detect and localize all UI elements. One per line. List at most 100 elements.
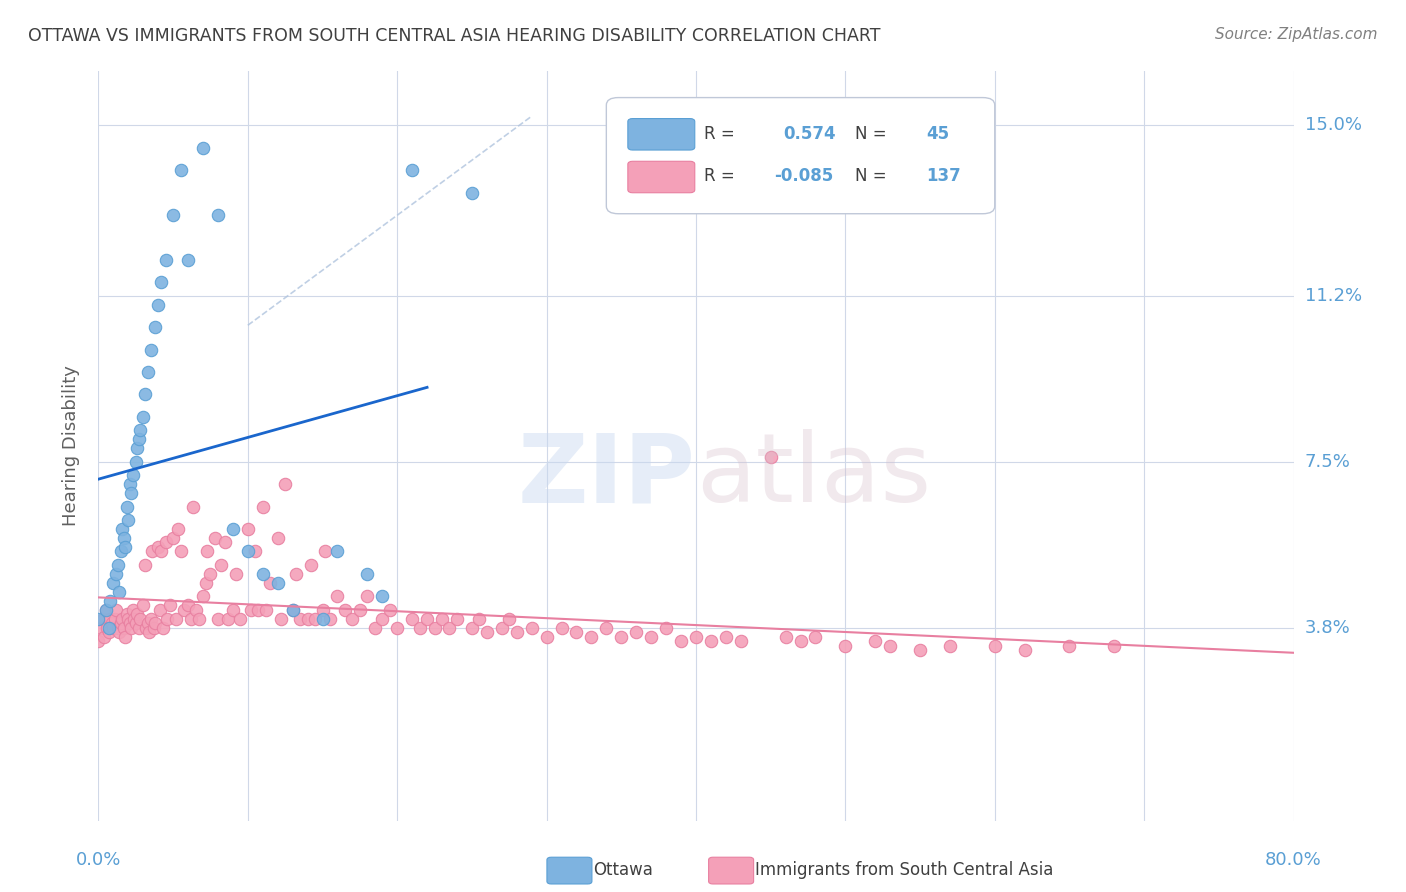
- Point: [288, 612, 311, 626]
- Point: [181, 500, 204, 514]
- Point: [165, 612, 187, 626]
- Text: R =: R =: [704, 125, 735, 143]
- Point: [195, 575, 218, 590]
- Point: [834, 639, 856, 653]
- Point: [87, 634, 110, 648]
- Point: [134, 558, 156, 572]
- Point: [87, 612, 110, 626]
- Point: [132, 599, 155, 613]
- Point: [115, 607, 138, 622]
- Point: [371, 612, 394, 626]
- Point: [149, 603, 172, 617]
- Point: [136, 616, 159, 631]
- Point: [274, 477, 297, 491]
- Text: 0.0%: 0.0%: [76, 851, 121, 869]
- Point: [714, 630, 737, 644]
- Point: [112, 531, 135, 545]
- Point: [430, 612, 453, 626]
- Text: atlas: atlas: [696, 429, 931, 523]
- Point: [129, 423, 152, 437]
- Point: [155, 535, 177, 549]
- Point: [225, 566, 247, 581]
- Point: [865, 634, 887, 648]
- Point: [134, 387, 156, 401]
- Point: [520, 621, 543, 635]
- Point: [101, 616, 124, 631]
- Point: [565, 625, 588, 640]
- Point: [342, 612, 364, 626]
- Point: [259, 575, 281, 590]
- Point: [117, 612, 139, 626]
- Point: [150, 275, 173, 289]
- Point: [91, 612, 114, 626]
- Point: [125, 455, 148, 469]
- Text: Source: ZipAtlas.com: Source: ZipAtlas.com: [1215, 27, 1378, 42]
- Point: [169, 163, 191, 178]
- Point: [187, 612, 209, 626]
- Point: [162, 531, 184, 545]
- Point: [152, 621, 174, 635]
- Point: [120, 621, 142, 635]
- Point: [423, 621, 446, 635]
- Point: [908, 643, 931, 657]
- Point: [217, 612, 239, 626]
- Point: [114, 540, 136, 554]
- Point: [669, 634, 692, 648]
- FancyBboxPatch shape: [628, 119, 695, 150]
- Point: [506, 625, 529, 640]
- Point: [267, 531, 290, 545]
- Text: 15.0%: 15.0%: [1305, 116, 1361, 134]
- Point: [156, 612, 179, 626]
- Point: [155, 252, 177, 267]
- Point: [132, 409, 155, 424]
- Point: [127, 442, 149, 456]
- Point: [177, 252, 200, 267]
- Point: [135, 621, 157, 635]
- Point: [371, 590, 394, 604]
- Point: [150, 544, 173, 558]
- Point: [804, 630, 827, 644]
- Text: 3.8%: 3.8%: [1305, 619, 1350, 637]
- Point: [173, 603, 195, 617]
- Point: [491, 621, 513, 635]
- Point: [299, 558, 322, 572]
- Point: [204, 531, 226, 545]
- Point: [169, 544, 191, 558]
- Point: [115, 500, 138, 514]
- Text: Immigrants from South Central Asia: Immigrants from South Central Asia: [755, 861, 1053, 879]
- Text: 45: 45: [927, 125, 949, 143]
- Point: [536, 630, 558, 644]
- Point: [789, 634, 811, 648]
- Point: [125, 616, 148, 631]
- Point: [401, 163, 423, 178]
- Point: [326, 590, 349, 604]
- FancyBboxPatch shape: [606, 97, 995, 214]
- Point: [401, 612, 423, 626]
- Point: [581, 630, 603, 644]
- Point: [117, 513, 139, 527]
- Point: [626, 625, 648, 640]
- Point: [759, 450, 782, 465]
- Point: [136, 365, 159, 379]
- Text: N =: N =: [855, 125, 887, 143]
- Point: [107, 558, 129, 572]
- Point: [148, 540, 170, 554]
- Point: [105, 566, 128, 581]
- Point: [236, 522, 259, 536]
- Point: [270, 612, 292, 626]
- Point: [408, 621, 430, 635]
- Point: [97, 621, 120, 635]
- Point: [267, 575, 290, 590]
- Point: [610, 630, 633, 644]
- Point: [110, 544, 132, 558]
- Point: [127, 607, 149, 622]
- Point: [730, 634, 752, 648]
- Text: OTTAWA VS IMMIGRANTS FROM SOUTH CENTRAL ASIA HEARING DISABILITY CORRELATION CHAR: OTTAWA VS IMMIGRANTS FROM SOUTH CENTRAL …: [28, 27, 880, 45]
- Point: [166, 522, 188, 536]
- Point: [108, 584, 131, 599]
- Point: [236, 544, 259, 558]
- Point: [142, 621, 165, 635]
- Point: [297, 612, 319, 626]
- Point: [103, 621, 125, 635]
- Point: [356, 590, 378, 604]
